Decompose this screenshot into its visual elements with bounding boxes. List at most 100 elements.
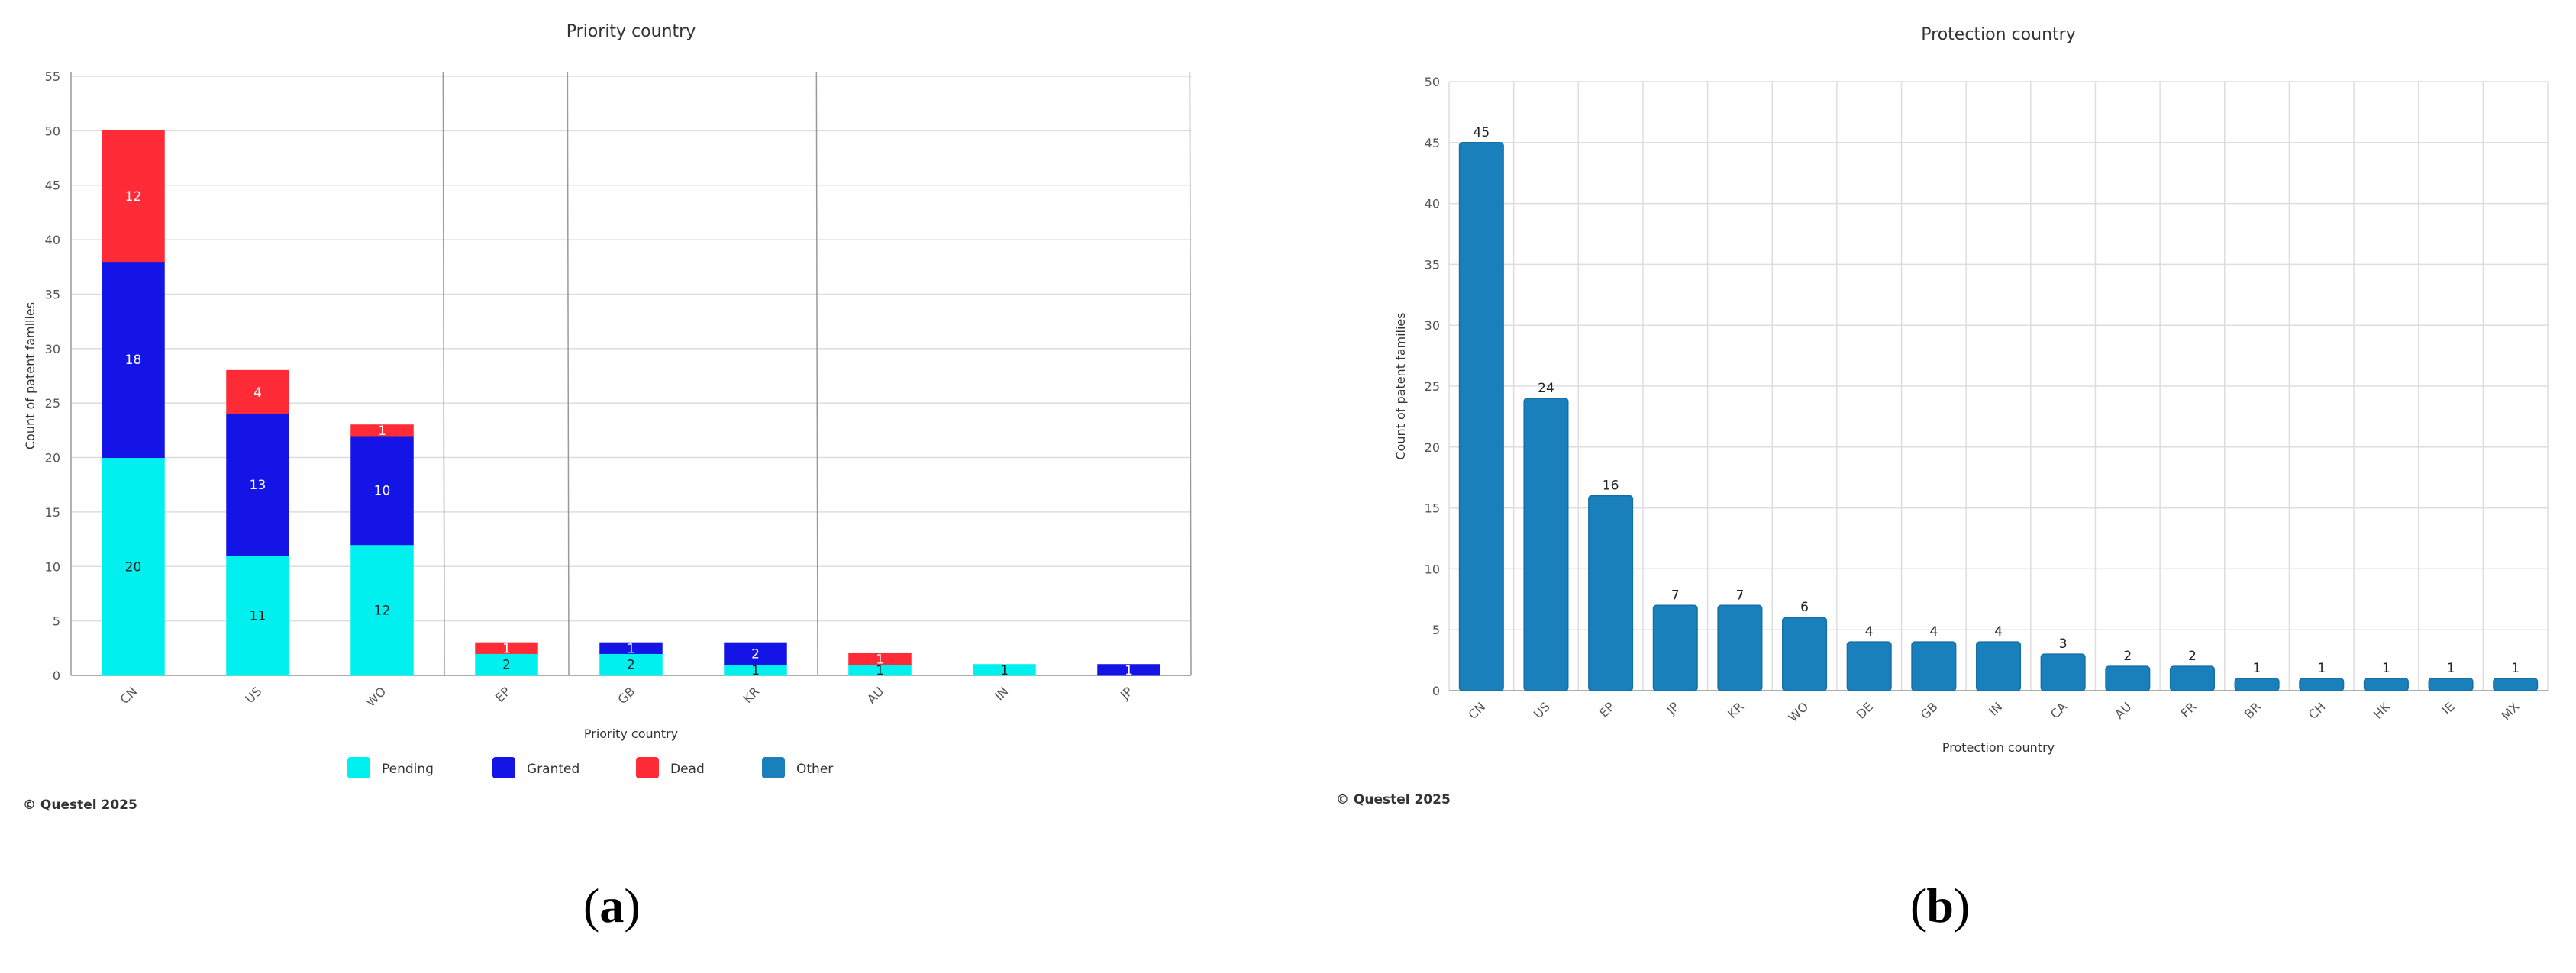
bar (2105, 665, 2151, 691)
panel-a: Priority country 0 5 10 15 20 25 30 35 40 45 50 55 Co… (0, 0, 1283, 973)
bar (1717, 604, 1763, 691)
bar-segment (226, 369, 289, 414)
data-label: 24 (1538, 381, 1554, 396)
x-tick-label-b: AU (2112, 699, 2134, 721)
vgrid-a (442, 72, 445, 676)
bar (2363, 678, 2409, 691)
x-tick-label-b: MX (2499, 699, 2523, 723)
data-label: 12 (374, 603, 391, 618)
legend-label: Pending (382, 762, 434, 777)
bar (2234, 678, 2280, 691)
data-label: 1 (751, 663, 760, 678)
y-tick-label-b: 25 (1425, 379, 1440, 394)
bar (1652, 604, 1698, 691)
y-tick-label-a: 10 (45, 559, 60, 574)
x-tick-label-a: IN (992, 684, 1011, 703)
data-label: 2 (2123, 649, 2132, 664)
caption-a: (a) (583, 878, 641, 934)
y-tick-label-b: 5 (1432, 623, 1440, 637)
x-tick-label-b: WO (1786, 699, 1812, 725)
y-tick-label-a: 0 (53, 669, 60, 683)
x-tick-label-a: AU (864, 684, 886, 706)
data-label: 16 (1603, 478, 1619, 494)
bar (1846, 641, 1892, 691)
data-label: 10 (374, 483, 391, 498)
data-label: 1 (2382, 661, 2390, 676)
x-tick-label-b: FR (2177, 699, 2199, 720)
data-label: 1 (1125, 663, 1133, 678)
legend-swatch (636, 757, 659, 778)
bar-segment (973, 664, 1036, 676)
y-tick-label-b: 40 (1425, 197, 1440, 211)
y-tick-label-a: 45 (45, 179, 60, 193)
x-tick-label-a: GB (615, 684, 638, 707)
data-label: 4 (1929, 624, 1938, 640)
x-tick-label-a: WO (363, 684, 389, 710)
copyright-a: © Questel 2025 (23, 797, 137, 813)
vgrid-a (567, 72, 570, 676)
x-tick-label-b: GB (1918, 699, 1941, 722)
legend-label: Other (796, 762, 833, 777)
y-tick-label-b: 45 (1425, 136, 1440, 150)
x-tick-label-b: CA (2048, 699, 2070, 721)
x-tick-label-a: CN (118, 684, 140, 707)
x-tick-label-b: EP (1596, 699, 1618, 720)
data-label: 1 (502, 641, 511, 656)
caption-b-open: ( (1910, 878, 1927, 933)
y-tick-label-a: 55 (45, 69, 60, 84)
y-tick-label-b: 0 (1432, 684, 1440, 698)
bar (2040, 653, 2086, 691)
x-tick-label-a: EP (492, 684, 514, 705)
chart-b-title: Protection country (1921, 25, 2075, 44)
data-label: 4 (253, 385, 262, 401)
x-tick-label-b: JP (1664, 699, 1683, 718)
x-tick-label-a: JP (1117, 684, 1136, 703)
caption-a-close: ) (624, 878, 641, 933)
bar-segment (475, 652, 538, 676)
priority-country-chart: Priority country 0 5 10 15 20 25 30 35 40 45 50 55 Co… (23, 22, 1192, 778)
x-tick-label-b: KR (1725, 699, 1747, 721)
legend-swatch (762, 757, 785, 778)
bar-segment (102, 130, 165, 263)
legend-swatch (347, 757, 370, 778)
y-tick-label-a: 40 (45, 233, 60, 247)
x-tick-label-b: CH (2306, 699, 2329, 722)
bar-segment (475, 642, 538, 654)
y-tick-label-a: 15 (45, 505, 60, 520)
bar (1911, 641, 1957, 691)
caption-b-close: ) (1953, 878, 1971, 933)
data-label: 1 (2317, 661, 2326, 676)
data-label: 7 (1735, 588, 1744, 603)
y-tick-label-b: 50 (1425, 75, 1440, 89)
y-tick-label-b: 15 (1425, 501, 1440, 516)
x-tick-label-b: US (1531, 699, 1553, 721)
x-tick-label-b: CN (1465, 699, 1488, 722)
data-label: 1 (2511, 661, 2520, 676)
data-label: 7 (1671, 588, 1680, 603)
chart-a-title: Priority country (567, 22, 696, 41)
data-label: 1 (2253, 661, 2261, 676)
y-tick-label-b: 30 (1425, 318, 1440, 333)
x-tick-label-a: KR (741, 684, 763, 706)
y-tick-label-a: 35 (45, 287, 60, 301)
bar (1588, 495, 1634, 691)
legend-swatch (492, 757, 515, 778)
y-axis-title-a: Count of patent families (23, 302, 37, 449)
data-label: 2 (2188, 649, 2197, 664)
bar-segment (350, 435, 414, 546)
data-label: 4 (1865, 624, 1874, 640)
bar-segment (599, 642, 663, 654)
bar-segment (1097, 664, 1160, 676)
data-label: 1 (876, 652, 884, 668)
vgrid-a (815, 72, 818, 676)
x-tick-label-a: US (242, 684, 264, 706)
bar-segment (226, 555, 289, 676)
y-axis-title-b: Count of patent families (1393, 312, 1408, 459)
protection-country-chart: Protection country 0 5 10 15 20 25 30 35 40 45 50 Co… (1393, 25, 2549, 755)
y-tick-label-a: 50 (45, 124, 60, 138)
data-label: 18 (125, 353, 142, 368)
bar (1458, 142, 1504, 691)
bar-segment (102, 457, 165, 676)
bar-segment (848, 652, 912, 665)
data-label: 2 (751, 646, 760, 662)
